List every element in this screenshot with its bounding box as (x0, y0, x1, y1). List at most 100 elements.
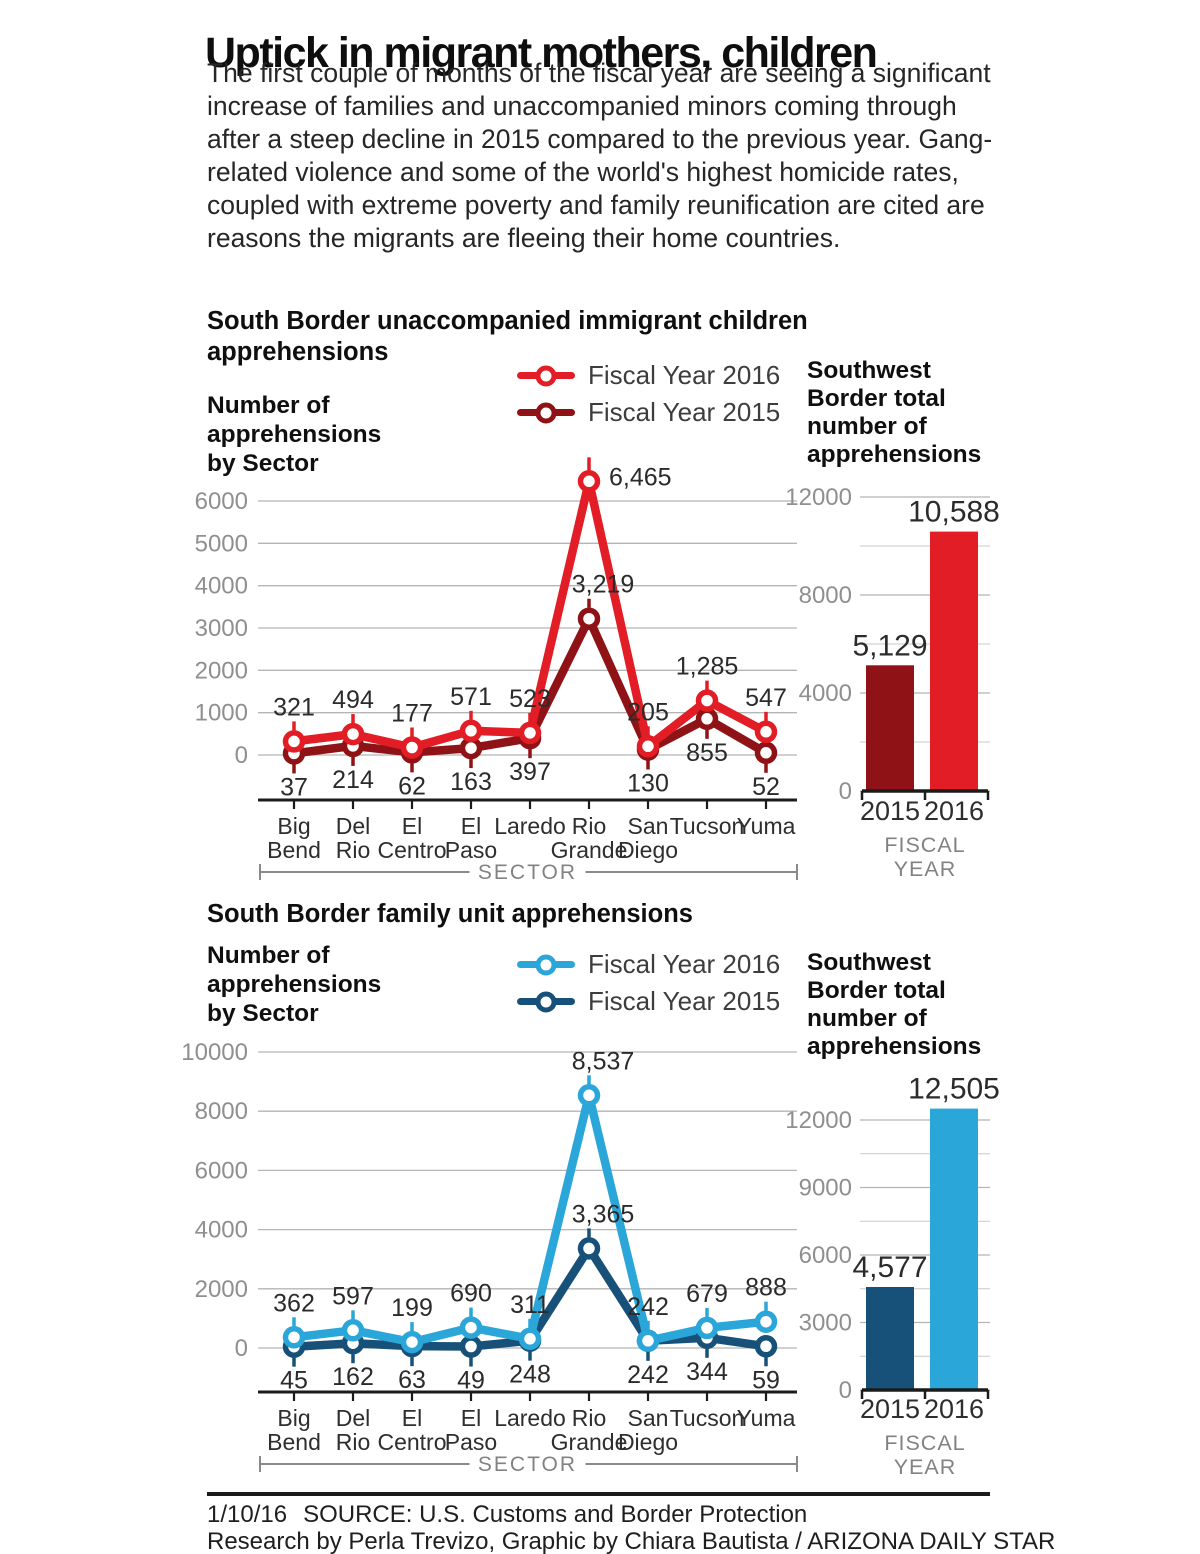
svg-text:63: 63 (398, 1366, 426, 1394)
legend-label: Fiscal Year 2016 (588, 949, 781, 979)
children-y-axis-label: Number of apprehensions by Sector (207, 392, 382, 477)
svg-text:3000: 3000 (195, 615, 248, 642)
svg-text:163: 163 (450, 768, 492, 796)
svg-text:397: 397 (509, 758, 551, 786)
legend-item-fy2016: Fiscal Year 2016 (517, 946, 780, 983)
svg-text:12,505: 12,505 (908, 1073, 1000, 1106)
legend-item-fy2015: Fiscal Year 2015 (517, 983, 780, 1020)
svg-text:Del: Del (336, 813, 371, 839)
svg-text:Yuma: Yuma (737, 1405, 796, 1431)
svg-text:199: 199 (391, 1294, 433, 1322)
svg-text:62: 62 (398, 772, 426, 800)
svg-text:Big: Big (277, 1405, 310, 1431)
svg-text:37: 37 (280, 773, 308, 801)
svg-text:162: 162 (332, 1363, 374, 1391)
svg-text:4000: 4000 (195, 573, 248, 600)
svg-text:2000: 2000 (195, 657, 248, 684)
svg-text:8,537: 8,537 (572, 1047, 635, 1075)
svg-text:YEAR: YEAR (894, 1455, 957, 1479)
svg-text:12000: 12000 (785, 1107, 852, 1134)
svg-text:4000: 4000 (799, 680, 852, 707)
svg-text:Tucson: Tucson (670, 813, 745, 839)
line-marker-icon (517, 402, 575, 424)
svg-text:Centro: Centro (377, 837, 446, 863)
legend-label: Fiscal Year 2016 (588, 360, 781, 390)
svg-text:10,588: 10,588 (908, 496, 1000, 529)
svg-text:Laredo: Laredo (494, 813, 566, 839)
svg-text:571: 571 (450, 683, 492, 711)
svg-text:SECTOR: SECTOR (478, 1453, 577, 1476)
svg-text:248: 248 (509, 1361, 551, 1389)
svg-text:2015: 2015 (860, 796, 920, 826)
svg-text:242: 242 (627, 1361, 669, 1389)
svg-text:344: 344 (686, 1358, 728, 1386)
svg-text:10000: 10000 (181, 1039, 248, 1066)
family-chart-title: South Border family unit apprehensions (207, 900, 693, 928)
svg-text:1,285: 1,285 (676, 653, 739, 681)
line-marker-icon (517, 365, 575, 387)
footer-source-text: SOURCE: U.S. Customs and Border Protecti… (303, 1501, 808, 1528)
svg-text:690: 690 (450, 1280, 492, 1308)
legend-label: Fiscal Year 2015 (588, 397, 781, 427)
svg-text:El: El (402, 813, 422, 839)
svg-text:3000: 3000 (799, 1310, 852, 1337)
svg-text:El: El (461, 813, 481, 839)
svg-text:FISCAL: FISCAL (884, 1431, 965, 1455)
svg-text:2016: 2016 (924, 1394, 984, 1424)
svg-text:6000: 6000 (799, 1242, 852, 1269)
intro-text: The first couple of months of the fiscal… (207, 58, 993, 253)
svg-text:523: 523 (509, 685, 551, 713)
svg-text:547: 547 (745, 684, 787, 712)
svg-text:311: 311 (510, 1291, 550, 1319)
svg-text:Laredo: Laredo (494, 1405, 566, 1431)
svg-text:San: San (628, 813, 669, 839)
svg-text:2016: 2016 (924, 796, 984, 826)
svg-text:3,365: 3,365 (572, 1200, 635, 1228)
svg-text:El: El (461, 1405, 481, 1431)
svg-text:49: 49 (457, 1367, 485, 1395)
svg-text:Rio: Rio (572, 813, 607, 839)
family-line-chart: 0200040006000800010000BigBendDelRioElCen… (181, 1039, 798, 1476)
legend-label: Fiscal Year 2015 (588, 986, 781, 1016)
legend-item-fy2016: Fiscal Year 2016 (517, 357, 780, 394)
svg-text:177: 177 (391, 700, 433, 728)
footer-divider (207, 1492, 990, 1496)
svg-text:YEAR: YEAR (894, 857, 957, 881)
svg-text:0: 0 (839, 778, 852, 805)
svg-text:Paso: Paso (445, 1429, 497, 1455)
svg-text:Tucson: Tucson (670, 1405, 745, 1431)
svg-text:6000: 6000 (195, 1157, 248, 1184)
svg-text:Centro: Centro (377, 1429, 446, 1455)
svg-text:5000: 5000 (195, 530, 248, 557)
svg-text:1000: 1000 (195, 700, 248, 727)
svg-text:Rio: Rio (336, 837, 371, 863)
svg-text:59: 59 (752, 1366, 780, 1394)
svg-text:Del: Del (336, 1405, 371, 1431)
svg-text:SECTOR: SECTOR (478, 861, 577, 884)
svg-text:494: 494 (332, 686, 374, 714)
svg-text:8000: 8000 (799, 582, 852, 609)
svg-text:2015: 2015 (860, 1394, 920, 1424)
svg-text:242: 242 (627, 1293, 669, 1321)
svg-text:205: 205 (627, 698, 669, 726)
svg-text:45: 45 (280, 1367, 308, 1395)
svg-text:El: El (402, 1405, 422, 1431)
family-bar-chart: 0 3000 6000 9000 12000 4,577 2015 12,505 2016 FIS… (785, 1073, 1000, 1479)
svg-text:5,129: 5,129 (852, 629, 927, 662)
svg-text:130: 130 (627, 769, 669, 797)
svg-text:2000: 2000 (195, 1276, 248, 1303)
svg-text:679: 679 (686, 1280, 728, 1308)
svg-text:6000: 6000 (195, 488, 248, 515)
footer-date: 1/10/16 (207, 1501, 288, 1528)
svg-text:3,219: 3,219 (572, 571, 635, 599)
children-legend: Fiscal Year 2016 Fiscal Year 2015 (517, 357, 780, 431)
line-marker-icon (517, 991, 575, 1013)
children-chart-title: South Border unaccompanied immigrant chi… (207, 307, 808, 366)
svg-text:Paso: Paso (445, 837, 497, 863)
svg-text:Grande: Grande (551, 1429, 628, 1455)
svg-text:6,465: 6,465 (609, 463, 672, 491)
svg-text:Yuma: Yuma (737, 813, 796, 839)
svg-text:Grande: Grande (551, 837, 628, 863)
svg-text:0: 0 (235, 1335, 248, 1362)
